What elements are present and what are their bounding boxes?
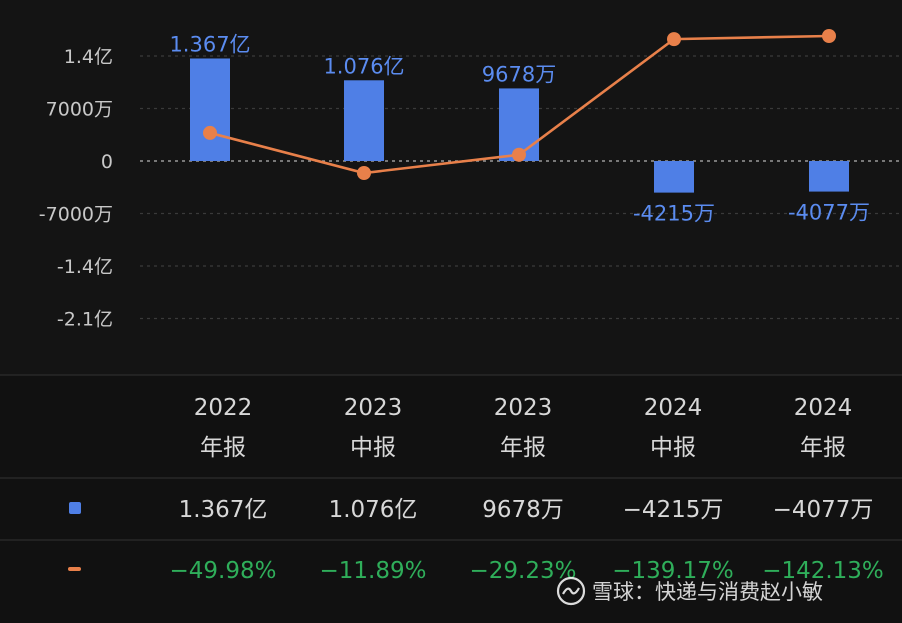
y-tick-label: 0 (101, 151, 113, 173)
y-tick-label: 1.4亿 (64, 46, 113, 68)
bar-data-label: 9678万 (482, 62, 556, 86)
watermark: 雪球：快递与消费赵小敏 (556, 576, 823, 606)
category-year: 2024 (794, 395, 853, 421)
line-series (203, 29, 836, 180)
bar (344, 80, 384, 161)
bar-table-value: −4077万 (773, 497, 874, 523)
line-legend-marker (68, 567, 81, 571)
y-tick-label: -1.4亿 (57, 256, 113, 278)
table-background (0, 375, 902, 623)
y-tick-label: -2.1亿 (57, 309, 113, 331)
bar-table-value: 1.367亿 (179, 497, 268, 523)
bar-data-label: -4215万 (633, 202, 715, 226)
watermark-text: 雪球：快递与消费赵小敏 (592, 580, 823, 604)
bar (654, 161, 694, 193)
line-table-value: −142.13% (762, 558, 884, 584)
data-table: 2022 年报 1.367亿 −49.98% 2023 中报 1.076亿 −11.89% 20… (0, 374, 902, 623)
y-tick-label: 7000万 (46, 99, 113, 121)
bar-data-label: 1.076亿 (323, 54, 404, 78)
bar (809, 161, 849, 192)
line-table-value: −29.23% (470, 558, 577, 584)
bar-table-value: −4215万 (623, 497, 724, 523)
line-point (667, 32, 681, 47)
bar (190, 58, 230, 161)
bar-data-label: 1.367亿 (169, 32, 250, 56)
category-period: 年报 (500, 435, 546, 461)
category-year: 2024 (644, 395, 703, 421)
line-point (822, 29, 836, 43)
line-point (203, 125, 217, 140)
category-year: 2023 (494, 395, 553, 421)
line-table-value: −49.98% (170, 558, 277, 584)
category-year: 2022 (194, 395, 253, 421)
bar-series (190, 58, 849, 193)
bar-table-value: 9678万 (482, 497, 564, 523)
bar-data-label: -4077万 (788, 201, 870, 225)
category-period: 年报 (800, 435, 846, 461)
category-period: 年报 (200, 435, 246, 461)
bar-table-value: 1.076亿 (329, 497, 418, 523)
line-point (357, 166, 371, 180)
bar-legend-marker (69, 502, 81, 514)
category-period: 中报 (650, 435, 696, 461)
category-period: 中报 (350, 435, 396, 461)
line-table-value: −11.89% (320, 558, 427, 584)
y-tick-label: -7000万 (39, 204, 113, 226)
y-axis-ticks: 1.4亿 7000万 0 -7000万 -1.4亿 -2.1亿 (39, 46, 113, 331)
line-table-value: −139.17% (612, 558, 734, 584)
snowball-logo-icon (556, 576, 586, 606)
data-labels: 1.367亿 1.076亿 9678万 -4215万 -4077万 (169, 32, 870, 225)
line-point (512, 147, 526, 162)
category-year: 2023 (344, 395, 403, 421)
